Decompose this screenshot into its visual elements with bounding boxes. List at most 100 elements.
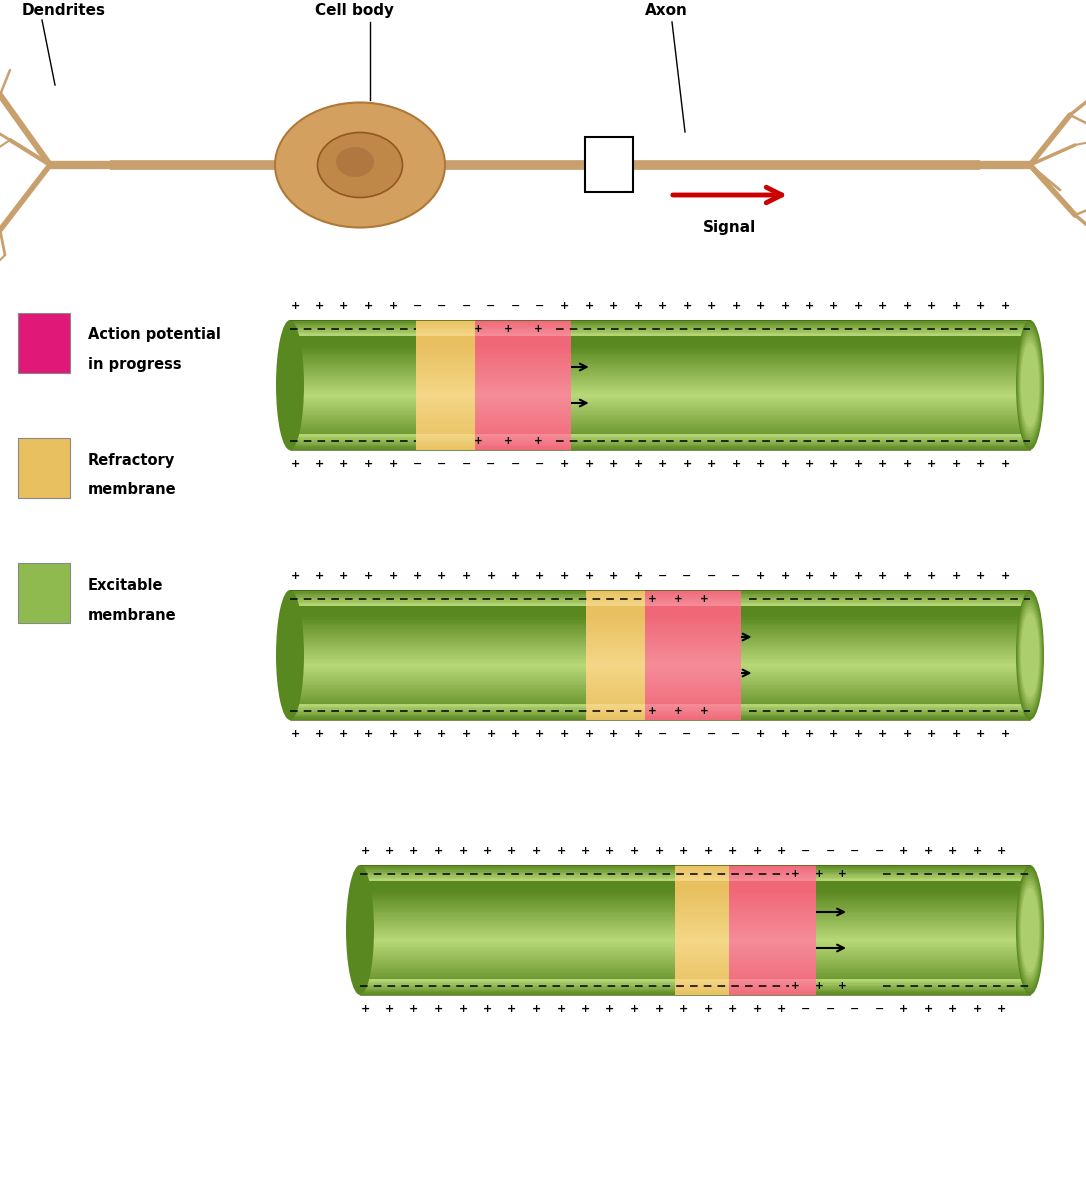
Polygon shape [475, 431, 571, 432]
Polygon shape [729, 868, 816, 869]
Polygon shape [290, 374, 475, 376]
Polygon shape [359, 865, 729, 866]
Polygon shape [475, 398, 571, 400]
Polygon shape [586, 605, 660, 606]
Polygon shape [416, 376, 490, 377]
Polygon shape [290, 689, 645, 690]
Polygon shape [290, 667, 645, 668]
Polygon shape [674, 881, 742, 882]
Polygon shape [475, 425, 571, 426]
Polygon shape [586, 673, 660, 674]
Polygon shape [816, 944, 1030, 946]
Polygon shape [729, 913, 816, 914]
Polygon shape [416, 320, 490, 322]
Ellipse shape [275, 102, 445, 228]
Polygon shape [674, 918, 742, 919]
Ellipse shape [1016, 590, 1044, 720]
Polygon shape [586, 695, 660, 696]
Text: in progress: in progress [88, 358, 181, 372]
Polygon shape [674, 980, 742, 982]
Polygon shape [674, 913, 742, 914]
Polygon shape [742, 695, 1030, 696]
Polygon shape [586, 637, 660, 638]
Polygon shape [359, 944, 729, 946]
Polygon shape [290, 696, 645, 698]
Text: +: + [948, 846, 958, 856]
Polygon shape [586, 606, 660, 607]
Polygon shape [290, 389, 475, 390]
Polygon shape [742, 652, 1030, 653]
Polygon shape [742, 700, 1030, 701]
Polygon shape [475, 408, 571, 409]
Text: +: + [389, 571, 397, 581]
Text: +: + [504, 324, 513, 334]
Polygon shape [645, 696, 742, 698]
Polygon shape [729, 910, 816, 911]
Polygon shape [571, 389, 1030, 390]
Polygon shape [416, 414, 490, 415]
Polygon shape [674, 959, 742, 960]
Text: −: − [535, 458, 545, 469]
Polygon shape [290, 695, 645, 696]
Text: +: + [781, 571, 790, 581]
Polygon shape [416, 330, 490, 331]
Polygon shape [416, 337, 490, 338]
Polygon shape [571, 373, 1030, 374]
Polygon shape [674, 905, 742, 907]
Polygon shape [475, 401, 571, 402]
Polygon shape [290, 425, 475, 426]
Polygon shape [816, 940, 1030, 941]
Polygon shape [729, 914, 816, 916]
Polygon shape [816, 896, 1030, 898]
Polygon shape [586, 611, 660, 612]
Polygon shape [742, 703, 1030, 704]
Polygon shape [290, 658, 645, 659]
Polygon shape [645, 617, 742, 619]
Polygon shape [674, 934, 742, 935]
Polygon shape [416, 368, 490, 370]
Polygon shape [475, 422, 571, 424]
Polygon shape [475, 446, 571, 448]
Polygon shape [645, 608, 742, 610]
Polygon shape [816, 962, 1030, 964]
Polygon shape [816, 946, 1030, 947]
Text: +: + [879, 458, 887, 469]
Polygon shape [729, 974, 816, 976]
Polygon shape [742, 628, 1030, 629]
Polygon shape [475, 420, 571, 421]
Polygon shape [729, 871, 816, 872]
Polygon shape [674, 942, 742, 943]
Polygon shape [359, 941, 729, 942]
Polygon shape [290, 714, 645, 715]
Polygon shape [586, 692, 660, 694]
Polygon shape [416, 366, 490, 367]
Polygon shape [290, 607, 645, 608]
Polygon shape [674, 965, 742, 966]
Text: +: + [507, 1004, 517, 1014]
Polygon shape [586, 647, 660, 648]
Polygon shape [571, 350, 1030, 352]
Polygon shape [674, 872, 742, 874]
Polygon shape [571, 390, 1030, 391]
Text: −: − [731, 728, 741, 739]
Polygon shape [816, 901, 1030, 902]
Text: +: + [584, 458, 594, 469]
Polygon shape [475, 378, 571, 379]
Text: Signal: Signal [704, 221, 757, 235]
Polygon shape [571, 355, 1030, 356]
Polygon shape [290, 434, 475, 436]
Polygon shape [645, 642, 742, 643]
Polygon shape [742, 653, 1030, 654]
Polygon shape [729, 988, 816, 989]
Polygon shape [729, 972, 816, 973]
Polygon shape [586, 654, 660, 655]
Polygon shape [729, 971, 816, 972]
Polygon shape [816, 925, 1030, 926]
Polygon shape [729, 899, 816, 900]
Polygon shape [290, 628, 645, 629]
Polygon shape [816, 876, 1030, 877]
Polygon shape [586, 601, 660, 602]
Text: +: + [535, 728, 544, 739]
Polygon shape [290, 402, 475, 403]
Polygon shape [645, 665, 742, 667]
